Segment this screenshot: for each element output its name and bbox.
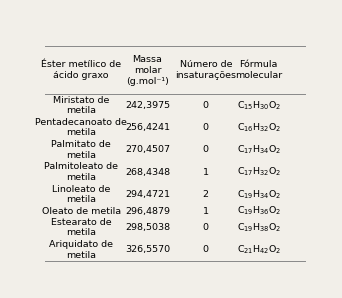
Text: Ariquidato de
metila: Ariquidato de metila [49, 240, 113, 260]
Text: Estearato de
metila: Estearato de metila [51, 218, 111, 238]
Text: Palmitoleato de
metila: Palmitoleato de metila [44, 162, 118, 182]
Text: Miristato de
metila: Miristato de metila [53, 96, 109, 115]
Text: 298,5038: 298,5038 [125, 223, 170, 232]
Text: 256,4241: 256,4241 [125, 123, 170, 132]
Text: C$_{17}$H$_{34}$O$_2$: C$_{17}$H$_{34}$O$_2$ [237, 144, 281, 156]
Text: C$_{19}$H$_{36}$O$_2$: C$_{19}$H$_{36}$O$_2$ [237, 205, 281, 217]
Text: C$_{19}$H$_{38}$O$_2$: C$_{19}$H$_{38}$O$_2$ [237, 221, 281, 234]
Text: 1: 1 [203, 167, 209, 177]
Text: C$_{17}$H$_{32}$O$_2$: C$_{17}$H$_{32}$O$_2$ [237, 166, 281, 179]
Text: 294,4721: 294,4721 [125, 190, 170, 199]
Text: 0: 0 [203, 223, 209, 232]
Text: C$_{16}$H$_{32}$O$_2$: C$_{16}$H$_{32}$O$_2$ [237, 121, 281, 134]
Text: Massa
molar
(g.mol⁻¹): Massa molar (g.mol⁻¹) [126, 55, 169, 86]
Text: 270,4507: 270,4507 [125, 145, 170, 154]
Text: Linoleato de
metila: Linoleato de metila [52, 185, 110, 204]
Text: C$_{15}$H$_{30}$O$_2$: C$_{15}$H$_{30}$O$_2$ [237, 99, 281, 112]
Text: C$_{21}$H$_{42}$O$_2$: C$_{21}$H$_{42}$O$_2$ [237, 244, 281, 256]
Text: C$_{19}$H$_{34}$O$_2$: C$_{19}$H$_{34}$O$_2$ [237, 188, 281, 201]
Text: Fórmula
molecular: Fórmula molecular [235, 60, 282, 80]
Text: 242,3975: 242,3975 [125, 101, 170, 110]
Text: Número de
insaturações: Número de insaturações [175, 60, 236, 80]
Text: 0: 0 [203, 101, 209, 110]
Text: 0: 0 [203, 123, 209, 132]
Text: 0: 0 [203, 145, 209, 154]
Text: 2: 2 [203, 190, 209, 199]
Text: 268,4348: 268,4348 [125, 167, 170, 177]
Text: 296,4879: 296,4879 [125, 207, 170, 215]
Text: 1: 1 [203, 207, 209, 215]
Text: Éster metílico de
ácido graxo: Éster metílico de ácido graxo [41, 60, 121, 80]
Text: 326,5570: 326,5570 [125, 246, 170, 254]
Text: Oleato de metila: Oleato de metila [42, 207, 121, 215]
Text: Palmitato de
metila: Palmitato de metila [51, 140, 111, 159]
Text: Pentadecanoato de
metila: Pentadecanoato de metila [35, 118, 127, 137]
Text: 0: 0 [203, 246, 209, 254]
